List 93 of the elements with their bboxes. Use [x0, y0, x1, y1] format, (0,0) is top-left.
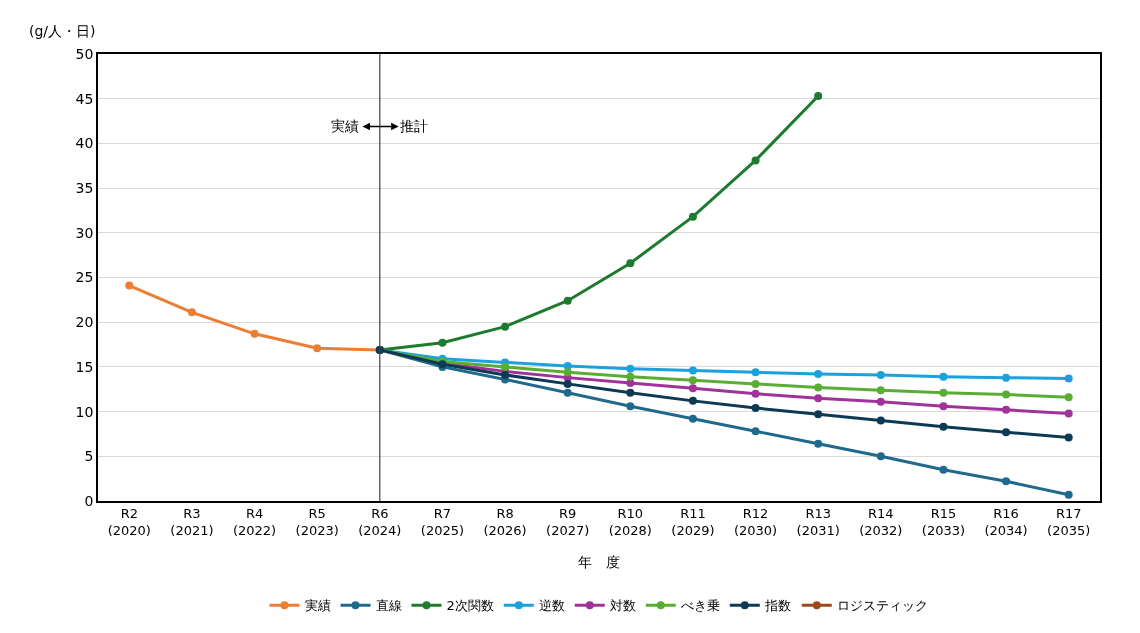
y-tick-label: 15 — [75, 358, 94, 375]
point — [626, 372, 635, 381]
x-tick-label: R11 (2029) — [671, 506, 715, 539]
point — [1064, 490, 1073, 499]
point — [626, 364, 635, 373]
point — [563, 379, 572, 388]
point — [250, 329, 259, 338]
point — [939, 402, 948, 411]
point — [751, 404, 760, 413]
point — [876, 386, 885, 395]
y-tick-label: 50 — [75, 45, 94, 62]
y-tick-label: 5 — [84, 448, 94, 465]
point — [751, 379, 760, 388]
point — [1002, 390, 1011, 399]
point — [751, 389, 760, 398]
point — [1064, 393, 1073, 402]
x-tick-label: R12 (2030) — [733, 506, 778, 539]
point — [626, 402, 635, 411]
point — [313, 344, 322, 353]
x-tick-label: R14 (2032) — [859, 506, 903, 539]
x-tick-label: R9 (2027) — [546, 506, 590, 539]
legend-label: べき乗 — [680, 598, 720, 614]
point — [1002, 428, 1011, 437]
y-tick-label: 0 — [84, 492, 94, 509]
point — [688, 414, 697, 423]
y-axis-title: (g/人・日) — [29, 23, 96, 39]
point — [1002, 477, 1011, 486]
annotation: 推計 — [400, 118, 428, 134]
point — [438, 338, 447, 347]
x-tick-label: R17 (2035) — [1047, 506, 1091, 539]
y-tick-label: 30 — [75, 224, 94, 241]
point — [876, 416, 885, 425]
x-tick-label: R16 (2034) — [984, 506, 1028, 539]
point — [1064, 409, 1073, 418]
point — [688, 376, 697, 385]
point — [939, 465, 948, 474]
point — [125, 281, 134, 290]
point — [187, 308, 196, 317]
point — [751, 368, 760, 377]
x-tick-label: R15 (2033) — [921, 506, 966, 539]
point — [688, 212, 697, 221]
x-tick-label: R7 (2025) — [420, 506, 465, 539]
legend-label: 対数 — [609, 598, 636, 614]
point — [626, 388, 635, 397]
x-tick-label: R2 (2020) — [107, 506, 151, 539]
point — [814, 439, 823, 448]
x-tick-label: R6 (2024) — [358, 506, 402, 539]
legend-label: 2次関数 — [446, 598, 494, 614]
point — [688, 366, 697, 375]
annotation: 実績 — [331, 118, 359, 134]
x-tick-label: R10 (2028) — [608, 506, 652, 539]
legend-label: 逆数 — [538, 598, 565, 614]
point — [814, 394, 823, 403]
x-tick-label: R13 (2031) — [796, 506, 840, 539]
legend-label: 直線 — [375, 598, 402, 614]
point — [1064, 433, 1073, 442]
x-tick-label: R5 (2023) — [295, 506, 339, 539]
point — [939, 388, 948, 397]
point — [688, 396, 697, 405]
y-tick-label: 40 — [75, 135, 94, 152]
legend-label: 実績 — [304, 598, 331, 614]
x-axis-title: 年 度 — [578, 554, 620, 571]
point — [1002, 405, 1011, 414]
point — [563, 388, 572, 397]
legend-label: 指数 — [763, 598, 791, 614]
point — [814, 410, 823, 419]
x-tick-label: R8 (2026) — [483, 506, 527, 539]
x-tick-label: R4 (2022) — [232, 506, 277, 539]
y-tick-label: 35 — [75, 180, 94, 196]
y-tick-label: 25 — [75, 269, 94, 286]
legend-label: ロジスティック — [836, 598, 928, 614]
point — [939, 422, 948, 431]
point — [688, 384, 697, 393]
point — [939, 372, 948, 381]
point — [626, 259, 635, 268]
y-tick-label: 20 — [75, 314, 94, 331]
y-tick-label: 45 — [75, 90, 94, 107]
point — [876, 397, 885, 406]
point — [751, 427, 760, 436]
point — [876, 370, 885, 379]
point — [814, 92, 823, 101]
point — [814, 383, 823, 392]
point — [876, 452, 885, 461]
y-tick-label: 10 — [75, 403, 94, 420]
point — [563, 368, 572, 377]
point — [563, 296, 572, 305]
point — [751, 156, 760, 165]
point — [501, 362, 510, 371]
point — [1002, 373, 1011, 382]
point — [1064, 374, 1073, 383]
point — [814, 370, 823, 379]
point — [501, 322, 510, 331]
x-tick-label: R3 (2021) — [170, 506, 214, 539]
